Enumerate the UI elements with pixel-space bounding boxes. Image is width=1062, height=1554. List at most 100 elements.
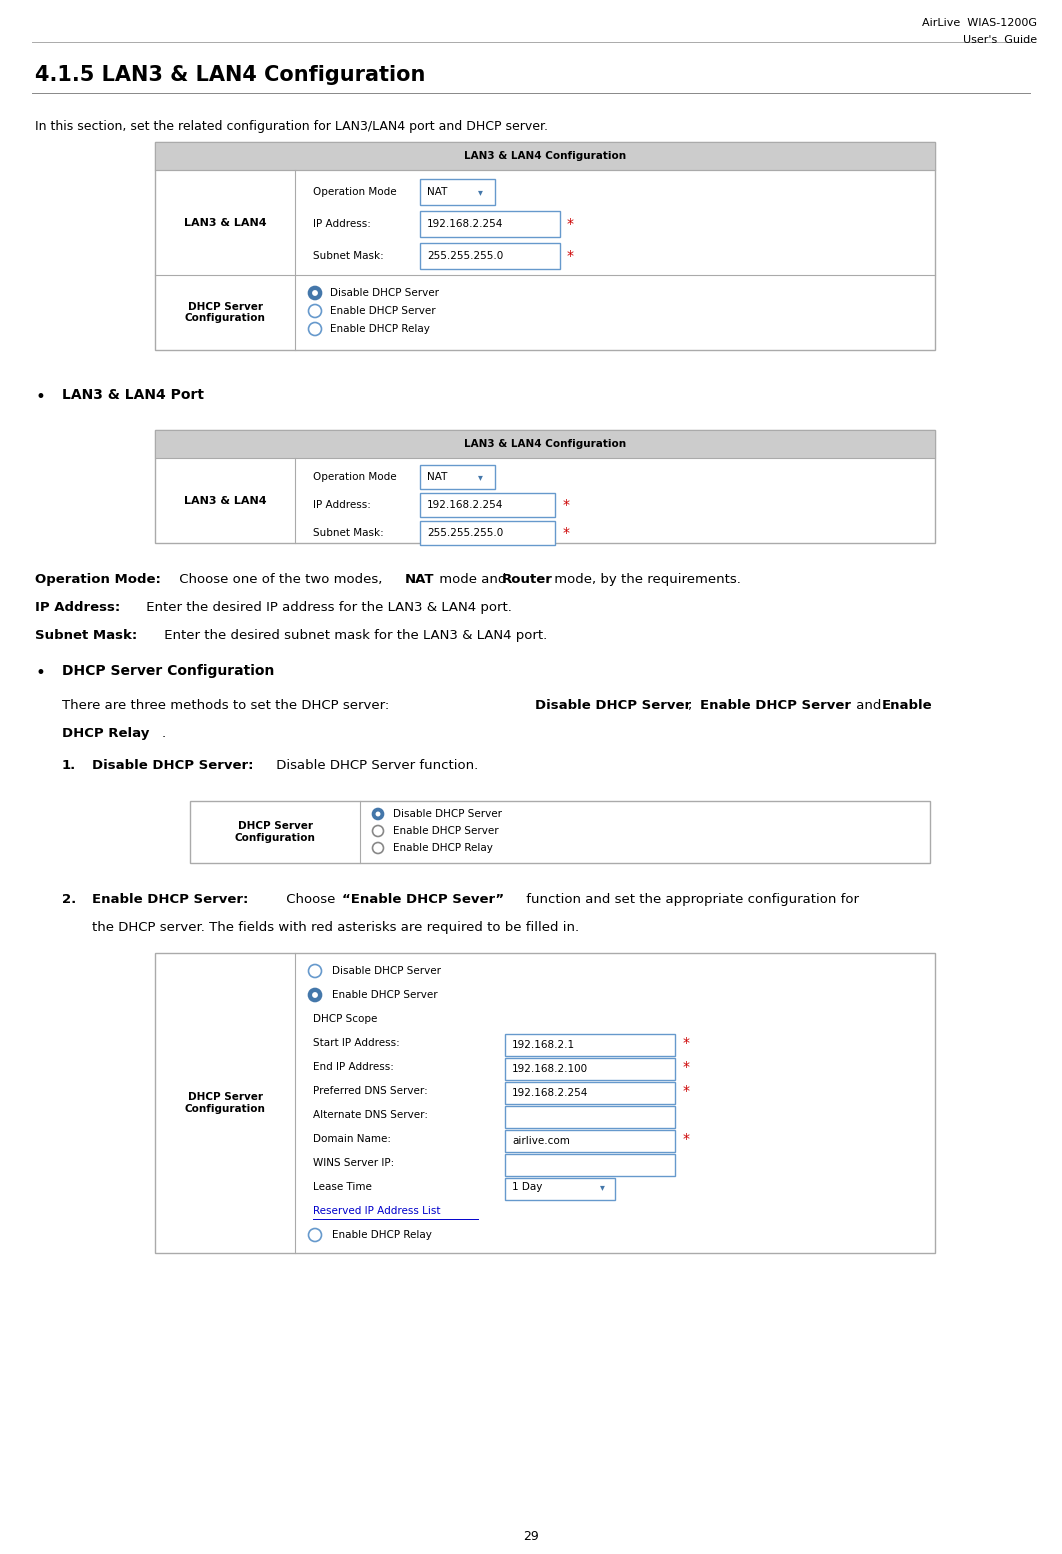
Text: LAN3 & LAN4: LAN3 & LAN4 xyxy=(184,218,267,227)
Text: 2.: 2. xyxy=(62,894,76,906)
Text: airlive.com: airlive.com xyxy=(512,1136,570,1145)
Text: LAN3 & LAN4 Configuration: LAN3 & LAN4 Configuration xyxy=(464,151,627,162)
Text: mode and: mode and xyxy=(435,573,511,586)
Text: ▾: ▾ xyxy=(478,472,482,482)
Text: mode, by the requirements.: mode, by the requirements. xyxy=(550,573,741,586)
Circle shape xyxy=(312,991,318,998)
Text: User's  Guide: User's Guide xyxy=(963,36,1037,45)
Text: LAN3 & LAN4 Configuration: LAN3 & LAN4 Configuration xyxy=(464,438,627,449)
Text: •: • xyxy=(35,388,45,406)
Text: •: • xyxy=(35,664,45,682)
Text: AirLive  WIAS-1200G: AirLive WIAS-1200G xyxy=(922,19,1037,28)
Text: *: * xyxy=(563,497,570,511)
Circle shape xyxy=(373,842,383,853)
FancyBboxPatch shape xyxy=(506,1082,675,1103)
FancyBboxPatch shape xyxy=(190,800,930,862)
FancyBboxPatch shape xyxy=(419,493,555,517)
Text: Operation Mode: Operation Mode xyxy=(313,472,396,482)
Text: IP Address:: IP Address: xyxy=(313,500,371,510)
Text: *: * xyxy=(683,1060,690,1074)
Text: 192.168.2.100: 192.168.2.100 xyxy=(512,1064,588,1074)
Text: DHCP Server
Configuration: DHCP Server Configuration xyxy=(185,1092,266,1114)
Text: Reserved IP Address List: Reserved IP Address List xyxy=(313,1206,441,1215)
Text: Subnet Mask:: Subnet Mask: xyxy=(35,629,137,642)
Text: .: . xyxy=(162,727,166,740)
Text: Alternate DNS Server:: Alternate DNS Server: xyxy=(313,1110,428,1120)
Text: Disable DHCP Server: Disable DHCP Server xyxy=(393,810,502,819)
Text: Enable DHCP Server: Enable DHCP Server xyxy=(700,699,851,712)
FancyBboxPatch shape xyxy=(419,242,560,269)
Circle shape xyxy=(308,988,322,1001)
Text: Enable DHCP Server: Enable DHCP Server xyxy=(393,827,499,836)
Text: 1 Day: 1 Day xyxy=(512,1183,543,1192)
Text: Lease Time: Lease Time xyxy=(313,1183,372,1192)
Text: 4.1.5 LAN3 & LAN4 Configuration: 4.1.5 LAN3 & LAN4 Configuration xyxy=(35,65,426,85)
Circle shape xyxy=(308,1229,322,1242)
Text: 255.255.255.0: 255.255.255.0 xyxy=(427,528,503,538)
Circle shape xyxy=(308,305,322,317)
Text: Enable DHCP Relay: Enable DHCP Relay xyxy=(332,1231,432,1240)
FancyBboxPatch shape xyxy=(419,521,555,545)
FancyBboxPatch shape xyxy=(506,1106,675,1128)
Text: DHCP Server
Configuration: DHCP Server Configuration xyxy=(185,301,266,323)
Text: Disable DHCP Server: Disable DHCP Server xyxy=(330,287,439,298)
Text: *: * xyxy=(683,1131,690,1145)
Text: DHCP Scope: DHCP Scope xyxy=(313,1015,377,1024)
Text: DHCP Server
Configuration: DHCP Server Configuration xyxy=(235,821,315,842)
Text: Subnet Mask:: Subnet Mask: xyxy=(313,528,383,538)
FancyBboxPatch shape xyxy=(506,1058,675,1080)
Text: Subnet Mask:: Subnet Mask: xyxy=(313,252,383,261)
Text: “Enable DHCP Sever”: “Enable DHCP Sever” xyxy=(342,894,504,906)
Text: *: * xyxy=(683,1085,690,1099)
Text: 192.168.2.1: 192.168.2.1 xyxy=(512,1040,576,1051)
FancyBboxPatch shape xyxy=(419,179,495,205)
Text: Enable: Enable xyxy=(883,699,932,712)
Text: Enable DHCP Server: Enable DHCP Server xyxy=(332,990,438,1001)
Text: Enter the desired IP address for the LAN3 & LAN4 port.: Enter the desired IP address for the LAN… xyxy=(142,601,512,614)
Text: Router: Router xyxy=(502,573,553,586)
Text: IP Address:: IP Address: xyxy=(313,219,371,228)
Text: ,: , xyxy=(688,699,697,712)
FancyBboxPatch shape xyxy=(506,1155,675,1176)
Text: 29: 29 xyxy=(524,1529,538,1543)
Text: 192.168.2.254: 192.168.2.254 xyxy=(427,500,503,510)
Circle shape xyxy=(308,286,322,300)
Text: 192.168.2.254: 192.168.2.254 xyxy=(512,1088,588,1099)
FancyBboxPatch shape xyxy=(506,1130,675,1152)
Text: Domain Name:: Domain Name: xyxy=(313,1134,391,1144)
FancyBboxPatch shape xyxy=(419,465,495,490)
Circle shape xyxy=(373,825,383,836)
Text: LAN3 & LAN4: LAN3 & LAN4 xyxy=(184,496,267,505)
Text: Disable DHCP Server: Disable DHCP Server xyxy=(535,699,691,712)
Text: Disable DHCP Server function.: Disable DHCP Server function. xyxy=(272,758,478,772)
Text: Enable DHCP Relay: Enable DHCP Relay xyxy=(393,842,493,853)
Text: There are three methods to set the DHCP server:: There are three methods to set the DHCP … xyxy=(62,699,394,712)
Text: *: * xyxy=(567,249,573,263)
FancyBboxPatch shape xyxy=(506,1033,675,1057)
Circle shape xyxy=(312,291,318,295)
Text: Operation Mode:: Operation Mode: xyxy=(35,573,160,586)
Text: Operation Mode: Operation Mode xyxy=(313,186,396,197)
Text: IP Address:: IP Address: xyxy=(35,601,120,614)
Text: function and set the appropriate configuration for: function and set the appropriate configu… xyxy=(523,894,859,906)
Text: WINS Server IP:: WINS Server IP: xyxy=(313,1158,394,1169)
Circle shape xyxy=(308,323,322,336)
Text: Enable DHCP Relay: Enable DHCP Relay xyxy=(330,323,430,334)
Text: Disable DHCP Server:: Disable DHCP Server: xyxy=(92,758,254,772)
Text: *: * xyxy=(683,1037,690,1051)
Text: Enable DHCP Server: Enable DHCP Server xyxy=(330,306,435,315)
Text: In this section, set the related configuration for LAN3/LAN4 port and DHCP serve: In this section, set the related configu… xyxy=(35,120,548,134)
FancyBboxPatch shape xyxy=(155,953,935,1253)
Circle shape xyxy=(376,811,380,816)
Text: and: and xyxy=(852,699,886,712)
Text: *: * xyxy=(567,218,573,232)
Text: Choose one of the two modes,: Choose one of the two modes, xyxy=(175,573,387,586)
FancyBboxPatch shape xyxy=(155,141,935,169)
Text: 192.168.2.254: 192.168.2.254 xyxy=(427,219,503,228)
FancyBboxPatch shape xyxy=(155,430,935,542)
Text: NAT: NAT xyxy=(405,573,434,586)
Text: ▾: ▾ xyxy=(478,186,482,197)
Circle shape xyxy=(308,965,322,977)
Text: the DHCP server. The fields with red asterisks are required to be filled in.: the DHCP server. The fields with red ast… xyxy=(92,922,579,934)
Text: *: * xyxy=(563,525,570,539)
